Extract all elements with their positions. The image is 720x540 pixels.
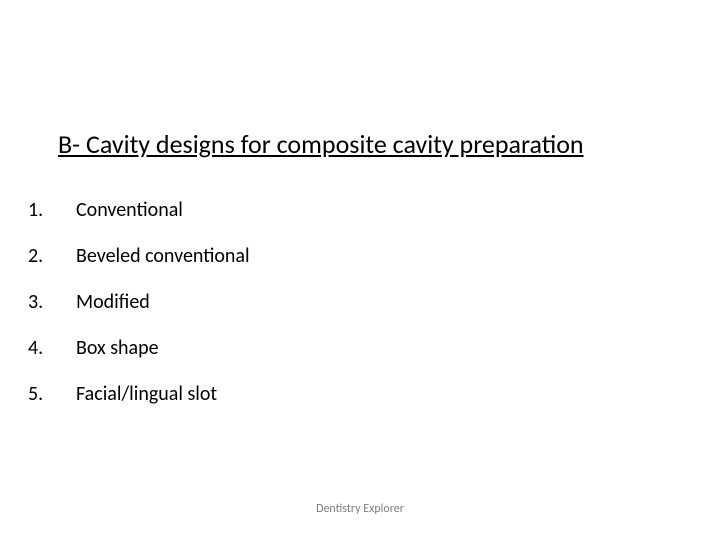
list-item-number: 2. [28, 244, 76, 268]
list-item-label: Box shape [76, 336, 159, 360]
list-item-number: 3. [28, 290, 76, 314]
list-item: 5. Facial/lingual slot [28, 382, 250, 406]
list-item-label: Conventional [76, 198, 183, 222]
list-item-number: 1. [28, 198, 76, 222]
numbered-list: 1. Conventional 2. Beveled conventional … [28, 198, 250, 428]
list-item-number: 5. [28, 382, 76, 406]
slide-title: B- Cavity designs for composite cavity p… [58, 128, 584, 160]
list-item: 2. Beveled conventional [28, 244, 250, 268]
list-item: 1. Conventional [28, 198, 250, 222]
list-item: 3. Modified [28, 290, 250, 314]
footer-text: Dentistry Explorer [0, 502, 720, 516]
list-item-label: Facial/lingual slot [76, 382, 217, 406]
list-item: 4. Box shape [28, 336, 250, 360]
list-item-number: 4. [28, 336, 76, 360]
list-item-label: Beveled conventional [76, 244, 250, 268]
list-item-label: Modified [76, 290, 150, 314]
slide: B- Cavity designs for composite cavity p… [0, 0, 720, 540]
